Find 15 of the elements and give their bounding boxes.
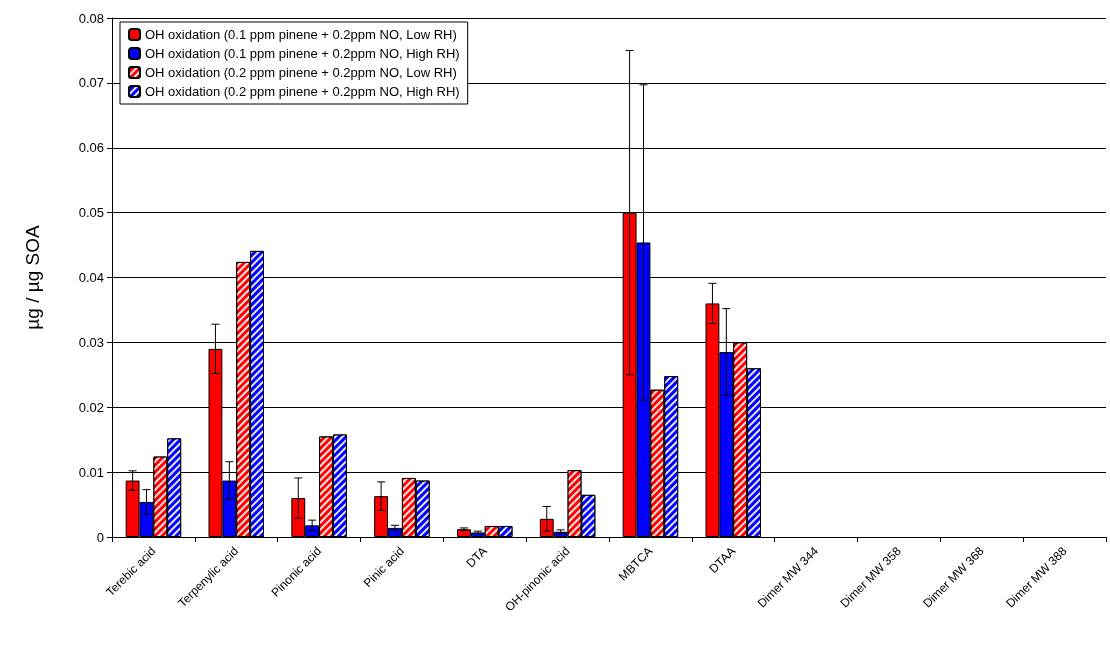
y-tick-label: 0.05 xyxy=(78,205,104,221)
y-tick-label: 0.01 xyxy=(78,464,104,480)
y-tick-label: 0.06 xyxy=(78,140,104,156)
legend-label: OH oxidation (0.2 ppm pinene + 0.2ppm NO, High RH) xyxy=(145,84,460,99)
x-tick-label: DTA xyxy=(463,544,490,571)
legend-label: OH oxidation (0.1 ppm pinene + 0.2ppm NO, Low RH) xyxy=(145,27,457,42)
y-axis-title: µg / µg SOA xyxy=(22,225,43,330)
legend-label: OH oxidation (0.1 ppm pinene + 0.2ppm NO, High RH) xyxy=(145,46,460,61)
y-tick-label: 0 xyxy=(96,529,104,545)
legend-label: OH oxidation (0.2 ppm pinene + 0.2ppm NO, Low RH) xyxy=(145,65,457,80)
y-tick-label: 0.02 xyxy=(78,399,104,415)
y-tick-label: 0.07 xyxy=(78,75,104,91)
y-tick-label: 0.03 xyxy=(78,334,104,350)
y-tick-label: 0.08 xyxy=(78,10,104,26)
y-tick-label: 0.04 xyxy=(78,270,104,285)
